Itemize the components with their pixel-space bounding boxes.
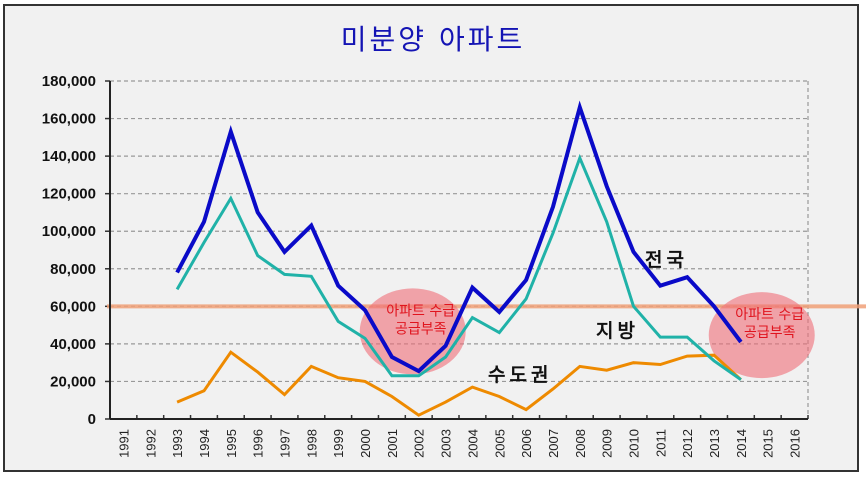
y-tick-label: 80,000	[50, 261, 96, 278]
y-axis-ticks: 0 20,000 40,000 60,000 80,000 100,000 120,000 1…	[42, 73, 110, 428]
series-lines	[175, 100, 743, 417]
x-tick-label: 2000	[358, 429, 373, 458]
y-tick-label: 180,000	[42, 73, 96, 90]
x-tick-label: 2002	[412, 429, 427, 458]
gridlines	[110, 80, 809, 419]
x-tick-label: 1993	[170, 429, 185, 458]
x-tick-label: 2004	[465, 429, 480, 458]
x-tick-label: 2015	[761, 429, 776, 458]
x-tick-label: 2006	[519, 429, 534, 458]
y-tick-label: 160,000	[42, 111, 96, 128]
series-label: 수도권	[488, 364, 552, 386]
x-tick-label: 2011	[653, 429, 668, 457]
x-tick-label: 2005	[492, 429, 507, 458]
y-tick-label: 40,000	[50, 336, 96, 353]
chart-frame	[3, 4, 859, 472]
y-tick-label: 120,000	[42, 186, 96, 203]
y-tick-label: 60,000	[50, 298, 96, 315]
x-tick-label: 1995	[224, 429, 239, 458]
series-line-전국	[175, 100, 743, 374]
highlight-ellipse	[708, 292, 815, 379]
x-axis-ticks: 1991 1992 1993 1994 1995 1996 1997 1998 1999 2000…	[109, 415, 809, 458]
annotation-line2: 공급부족	[395, 321, 447, 337]
x-tick-label: 1996	[251, 429, 266, 458]
x-tick-label: 1998	[304, 429, 319, 458]
x-tick-label: 2008	[573, 429, 588, 458]
x-tick-label: 1994	[197, 429, 212, 458]
annotation-line1: 아파트 수급	[735, 307, 804, 323]
x-tick-label: 2001	[385, 429, 400, 458]
x-tick-label: 2010	[627, 429, 642, 458]
y-tick-label: 20,000	[50, 373, 96, 390]
chart-title: 미분양 아파트	[340, 23, 526, 56]
y-tick-label: 0	[88, 411, 96, 428]
axes	[109, 81, 808, 420]
x-tick-label: 2009	[600, 429, 615, 458]
y-tick-label: 140,000	[42, 148, 96, 165]
x-tick-label: 2016	[788, 429, 803, 458]
x-tick-label: 2012	[680, 429, 695, 458]
series-line-지방	[175, 153, 742, 381]
x-tick-label: 2007	[546, 429, 561, 458]
series-line-수도권	[176, 350, 742, 417]
x-tick-label: 2013	[707, 429, 722, 458]
y-tick-label: 100,000	[42, 223, 96, 240]
annotation-line2: 공급부족	[744, 325, 796, 341]
x-tick-label: 2014	[734, 429, 749, 458]
x-tick-label: 1991	[116, 429, 131, 458]
x-tick-label: 1999	[331, 429, 346, 458]
x-tick-label: 1997	[278, 429, 293, 458]
series-label: 지방	[596, 320, 639, 342]
series-label: 전국	[645, 249, 688, 271]
x-tick-label: 1992	[143, 429, 158, 458]
annotation-line1: 아파트 수급	[386, 303, 455, 319]
x-tick-label: 2003	[439, 429, 454, 458]
